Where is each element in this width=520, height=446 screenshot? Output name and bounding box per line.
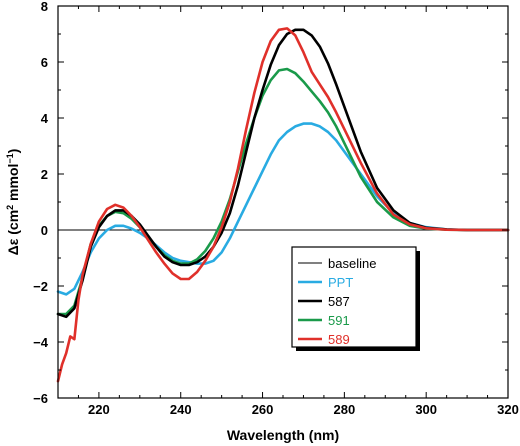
x-tick-label: 320	[497, 402, 519, 417]
y-tick-label: 6	[41, 55, 48, 70]
legend-label-ppt: PPT	[328, 275, 353, 290]
legend-items: baseline PPT 587 591 589	[298, 256, 376, 347]
y-axis-label-exponent-2: −1	[5, 153, 15, 163]
series-line-587	[56, 28, 510, 319]
series-line-589	[56, 27, 510, 383]
y-axis-label: Δε (cm2 mmol−1)	[5, 149, 21, 256]
plot-frame	[57, 5, 509, 399]
axis-layer: 220 240 260 280 300 320 −6 −4 −2 0 2 4 6 8	[33, 0, 519, 417]
legend-label-589: 589	[328, 332, 350, 347]
x-tick-label: 240	[170, 402, 192, 417]
y-axis-label-exponent-1: 2	[5, 205, 15, 210]
legend-label-591: 591	[328, 313, 350, 328]
legend-box	[291, 246, 417, 348]
y-tick-label: −4	[33, 335, 49, 350]
x-tick-label: 300	[415, 402, 437, 417]
y-tick-label: 0	[41, 223, 48, 238]
x-axis-label: Wavelength (nm)	[227, 427, 339, 443]
y-tick-label: −6	[33, 391, 48, 406]
y-axis-label-unit: mmol	[5, 164, 21, 205]
legend: baseline PPT 587 591 589	[291, 246, 420, 351]
y-axis-label-prefix: Δε (cm	[5, 210, 21, 256]
x-tick-label: 220	[88, 402, 110, 417]
x-tick-label: 260	[252, 402, 274, 417]
series-line-591	[56, 67, 510, 316]
series-layer	[56, 27, 510, 383]
legend-label-587: 587	[328, 294, 350, 309]
y-tick-label: 8	[41, 0, 48, 14]
x-tick-label: 280	[334, 402, 356, 417]
series-line-ppt	[56, 122, 510, 296]
y-tick-label: 4	[41, 111, 49, 126]
y-tick-label: −2	[33, 279, 48, 294]
y-tick-label: 2	[41, 167, 48, 182]
y-axis-label-suffix: )	[5, 149, 21, 154]
legend-label-baseline: baseline	[328, 256, 376, 271]
